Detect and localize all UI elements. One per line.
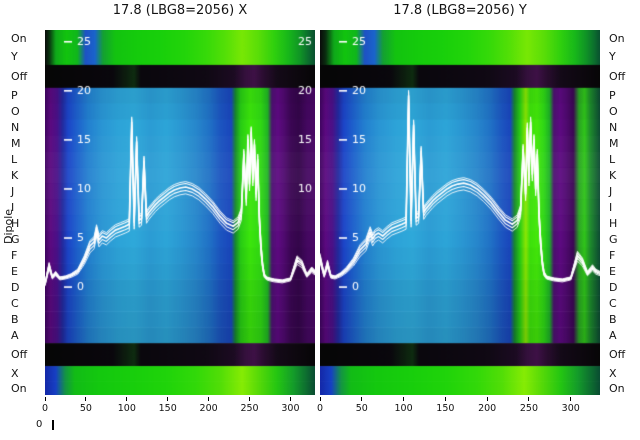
x-tick-label: 300 xyxy=(561,403,580,414)
heatmap-canvas-y xyxy=(320,30,600,395)
x-tick-label: 150 xyxy=(436,403,455,414)
row-label-c: C xyxy=(11,296,19,310)
x-tick-label: 200 xyxy=(478,403,497,414)
row-label-h: H xyxy=(609,216,618,230)
x-tick-mark xyxy=(570,397,572,401)
row-label-d: D xyxy=(609,280,618,294)
x-tick-label: 200 xyxy=(199,403,218,414)
row-labels-right: On Y Off P O N M L K J I H G F E D C B A Off X On xyxy=(609,30,639,395)
plot-title-x: 17.8 (LBG8=2056) X xyxy=(112,3,248,18)
x-tick-mark xyxy=(85,397,87,401)
x-tick-label: 250 xyxy=(240,403,259,414)
heatmap-plot-y xyxy=(320,30,600,395)
row-label-c: C xyxy=(609,296,617,310)
row-label-on: On xyxy=(11,32,27,46)
corner-zero-label: 0 xyxy=(36,419,43,430)
x-tick-mark xyxy=(44,397,46,401)
row-label-x: X xyxy=(11,367,19,381)
corner-tick-mark xyxy=(52,420,54,430)
x-tick-mark xyxy=(319,397,321,401)
row-label-y: Y xyxy=(11,49,18,63)
x-tick-mark xyxy=(289,397,291,401)
x-tick-mark xyxy=(361,397,363,401)
x-tick-label: 0 xyxy=(316,403,324,414)
row-label-on: On xyxy=(609,32,625,46)
x-tick-label: 50 xyxy=(79,403,92,414)
row-label-k: K xyxy=(11,169,19,183)
x-tick-mark xyxy=(444,397,446,401)
row-label-i: I xyxy=(11,201,15,214)
row-label-off: Off xyxy=(11,69,28,83)
row-label-n: N xyxy=(609,121,618,135)
x-tick-label: 300 xyxy=(281,403,300,414)
row-label-x: X xyxy=(609,367,617,381)
row-label-o: O xyxy=(609,105,618,119)
x-tick-label: 0 xyxy=(41,403,49,414)
x-tick-label: 250 xyxy=(519,403,539,414)
row-labels-left: On Y Off P O N M L K J I H G F E D C B A Off X On xyxy=(11,30,41,395)
row-label-i: I xyxy=(609,201,613,214)
row-label-m: M xyxy=(609,137,619,151)
x-axis-y: 0 50 100 150 200 250 300 xyxy=(317,395,600,419)
row-label-e: E xyxy=(609,264,616,278)
x-tick-mark xyxy=(167,397,169,401)
x-tick-label: 50 xyxy=(355,403,368,414)
x-tick-mark xyxy=(208,397,210,401)
row-label-b: B xyxy=(11,312,19,326)
row-label-k: K xyxy=(609,169,617,183)
x-tick-label: 100 xyxy=(117,403,136,414)
row-label-off: Off xyxy=(11,348,28,362)
x-tick-mark xyxy=(249,397,251,401)
row-label-f: F xyxy=(609,248,616,262)
row-label-g: G xyxy=(609,232,618,246)
x-axis-x: 0 50 100 150 200 250 300 xyxy=(42,395,315,419)
x-tick-mark xyxy=(403,397,405,401)
row-label-m: M xyxy=(11,137,21,151)
row-label-on: On xyxy=(609,381,625,395)
row-label-off: Off xyxy=(609,69,626,83)
row-label-j: J xyxy=(11,185,15,199)
row-label-p: P xyxy=(609,89,616,103)
row-label-g: G xyxy=(11,232,20,246)
x-tick-label: 150 xyxy=(158,403,177,414)
heatmap-canvas-x xyxy=(45,30,315,395)
row-label-h: H xyxy=(11,216,20,230)
row-label-a: A xyxy=(609,328,617,342)
row-label-on: On xyxy=(11,381,27,395)
corner-zero: 0 xyxy=(36,419,54,430)
row-label-o: O xyxy=(11,105,20,119)
row-label-n: N xyxy=(11,121,20,135)
row-label-f: F xyxy=(11,248,18,262)
row-label-l: L xyxy=(11,153,18,167)
row-label-j: J xyxy=(609,185,613,199)
x-tick-mark xyxy=(126,397,128,401)
row-label-l: L xyxy=(609,153,616,167)
row-label-off: Off xyxy=(609,348,626,362)
row-label-d: D xyxy=(11,280,20,294)
row-label-y: Y xyxy=(609,49,616,63)
row-label-a: A xyxy=(11,328,19,342)
x-tick-label: 100 xyxy=(394,403,413,414)
x-tick-mark xyxy=(486,397,488,401)
row-label-b: B xyxy=(609,312,617,326)
x-tick-mark xyxy=(528,397,530,401)
row-label-p: P xyxy=(11,89,18,103)
plot-title-y: 17.8 (LBG8=2056) Y xyxy=(393,3,527,18)
row-label-e: E xyxy=(11,264,18,278)
heatmap-plot-x xyxy=(45,30,315,395)
